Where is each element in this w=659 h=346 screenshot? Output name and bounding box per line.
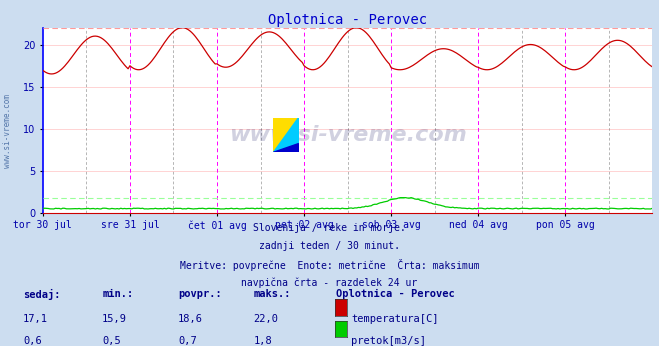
Text: 0,6: 0,6 <box>23 336 42 346</box>
Text: 1,8: 1,8 <box>254 336 272 346</box>
Title: Oplotnica - Perovec: Oplotnica - Perovec <box>268 12 427 27</box>
Text: Oplotnica - Perovec: Oplotnica - Perovec <box>336 289 455 299</box>
Text: 0,7: 0,7 <box>178 336 196 346</box>
Text: maks.:: maks.: <box>254 289 291 299</box>
Text: 0,5: 0,5 <box>102 336 121 346</box>
Text: pretok[m3/s]: pretok[m3/s] <box>351 336 426 346</box>
Text: sedaj:: sedaj: <box>23 289 61 300</box>
Text: www.si-vreme.com: www.si-vreme.com <box>229 125 467 145</box>
Text: Meritve: povprečne  Enote: metrične  Črta: maksimum: Meritve: povprečne Enote: metrične Črta:… <box>180 259 479 271</box>
Polygon shape <box>273 144 299 152</box>
Text: min.:: min.: <box>102 289 133 299</box>
Polygon shape <box>273 118 299 152</box>
Text: 22,0: 22,0 <box>254 314 279 324</box>
Text: 18,6: 18,6 <box>178 314 203 324</box>
Text: navpična črta - razdelek 24 ur: navpična črta - razdelek 24 ur <box>241 277 418 288</box>
Text: povpr.:: povpr.: <box>178 289 221 299</box>
Text: zadnji teden / 30 minut.: zadnji teden / 30 minut. <box>259 241 400 251</box>
Text: 17,1: 17,1 <box>23 314 48 324</box>
Text: 15,9: 15,9 <box>102 314 127 324</box>
Text: www.si-vreme.com: www.si-vreme.com <box>3 94 13 169</box>
Text: Slovenija / reke in morje.: Slovenija / reke in morje. <box>253 223 406 233</box>
Text: temperatura[C]: temperatura[C] <box>351 314 439 324</box>
Polygon shape <box>273 118 299 152</box>
